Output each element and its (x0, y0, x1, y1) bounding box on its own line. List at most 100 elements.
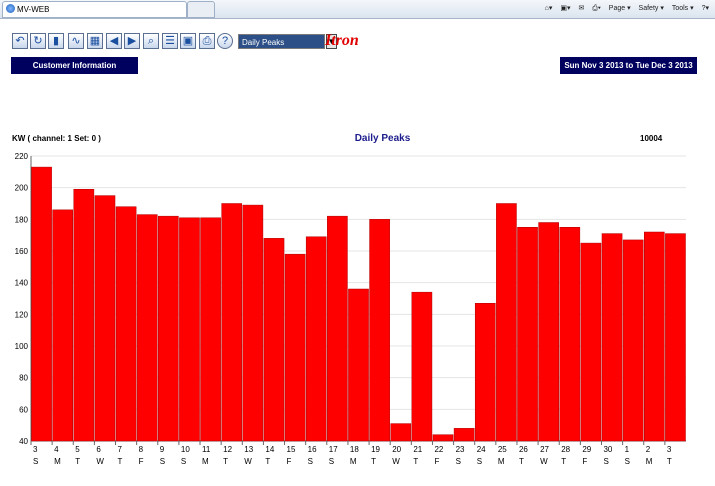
customer-information-button[interactable]: Customer Information (11, 57, 138, 74)
bar (305, 236, 327, 442)
x-weekday-label: W (244, 457, 252, 466)
bar (242, 204, 264, 442)
bar (263, 238, 285, 442)
x-weekday-label: S (603, 457, 608, 466)
feeds-icon[interactable]: ▣▾ (560, 5, 571, 12)
x-weekday-label: T (223, 457, 228, 466)
chart-y-axis-label: KW ( channel: 1 Set: 0 ) (12, 134, 101, 143)
x-tick-label: 6 (96, 445, 101, 454)
x-tick-label: 17 (329, 445, 338, 454)
x-weekday-label: S (308, 457, 313, 466)
home-icon[interactable]: ⌂▾ (544, 5, 553, 12)
x-weekday-label: S (160, 457, 165, 466)
x-weekday-label: T (118, 457, 123, 466)
x-tick-label: 23 (456, 445, 465, 454)
bar (369, 219, 390, 442)
daily-peaks-chart: 4060801001201401601802002203S4M5T6W7T8F9… (15, 152, 686, 466)
x-tick-label: 19 (371, 445, 380, 454)
x-weekday-label: T (519, 457, 524, 466)
date-range-label: Sun Nov 3 2013 to Tue Dec 3 2013 (560, 57, 697, 74)
x-weekday-label: T (371, 457, 376, 466)
x-weekday-label: S (477, 457, 482, 466)
back-arrow-icon[interactable]: ◀ (106, 33, 122, 49)
bar (411, 291, 433, 442)
bar (559, 227, 581, 442)
bar (158, 215, 179, 442)
y-tick-label: 180 (15, 215, 29, 224)
x-weekday-label: M (498, 457, 505, 466)
x-tick-label: 3 (33, 445, 38, 454)
x-tick-label: 2 (646, 445, 651, 454)
x-weekday-label: W (392, 457, 400, 466)
profile-select[interactable]: Daily Peaks (238, 34, 325, 49)
grid-icon[interactable]: ▦ (87, 33, 103, 49)
x-tick-label: 1 (625, 445, 630, 454)
x-weekday-label: F (139, 457, 144, 466)
x-tick-label: 4 (54, 445, 59, 454)
x-weekday-label: T (413, 457, 418, 466)
y-tick-label: 120 (15, 310, 29, 319)
bar (453, 428, 475, 442)
mail-icon[interactable]: ✉ (578, 5, 585, 12)
bar (622, 239, 644, 442)
x-tick-label: 18 (350, 445, 359, 454)
help-menu-icon[interactable]: ?▾ (701, 5, 709, 12)
x-weekday-label: T (75, 457, 80, 466)
meter-id: 10004 (640, 134, 663, 143)
chevron-down-icon[interactable]: ▼ (326, 34, 337, 49)
help-icon[interactable]: ? (217, 33, 233, 49)
x-weekday-label: S (33, 457, 38, 466)
x-tick-label: 21 (413, 445, 422, 454)
x-tick-label: 12 (223, 445, 232, 454)
safety-menu[interactable]: Safety ▾ (638, 5, 664, 12)
x-tick-label: 13 (244, 445, 253, 454)
line-chart-icon[interactable]: ∿ (68, 33, 84, 49)
x-tick-label: 9 (160, 445, 165, 454)
bar (73, 189, 95, 442)
undo-icon[interactable]: ↶ (12, 33, 28, 49)
x-weekday-label: S (181, 457, 186, 466)
bar (200, 217, 221, 442)
x-tick-label: 8 (139, 445, 144, 454)
print-icon[interactable]: ⎙ (199, 33, 215, 49)
page-menu[interactable]: Page ▾ (608, 5, 631, 12)
bar-chart-icon[interactable]: ▮ (48, 33, 64, 49)
print-menu-icon[interactable]: ⎙▾ (592, 5, 601, 12)
tools-menu[interactable]: Tools ▾ (671, 5, 694, 12)
x-tick-label: 15 (287, 445, 296, 454)
x-weekday-label: M (646, 457, 653, 466)
x-weekday-label: T (265, 457, 270, 466)
x-tick-label: 26 (519, 445, 528, 454)
y-tick-label: 160 (15, 247, 29, 256)
save-icon[interactable]: ▣ (180, 33, 196, 49)
x-weekday-label: F (434, 457, 439, 466)
bar (580, 242, 602, 442)
x-weekday-label: F (582, 457, 587, 466)
x-weekday-label: S (625, 457, 630, 466)
bar (538, 222, 559, 442)
bar (390, 423, 412, 442)
x-weekday-label: F (287, 457, 292, 466)
browser-tab[interactable]: MV-WEB (2, 1, 187, 18)
refresh-icon[interactable]: ↻ (30, 33, 46, 49)
new-tab-button[interactable] (187, 1, 215, 18)
y-tick-label: 60 (19, 405, 28, 414)
x-tick-label: 16 (308, 445, 317, 454)
report-icon[interactable]: ☰ (162, 33, 178, 49)
zoom-icon[interactable]: ⌕ (143, 33, 159, 49)
x-tick-label: 20 (392, 445, 401, 454)
y-tick-label: 80 (19, 374, 28, 383)
x-weekday-label: T (561, 457, 566, 466)
y-tick-label: 200 (15, 184, 29, 193)
itron-logo: Itron (325, 32, 359, 49)
x-weekday-label: M (350, 457, 357, 466)
bar (284, 253, 306, 442)
bar (601, 233, 623, 442)
bar (115, 206, 137, 442)
x-tick-label: 25 (498, 445, 507, 454)
forward-arrow-icon[interactable]: ▶ (124, 33, 140, 49)
bar (517, 227, 538, 442)
bar (348, 288, 369, 442)
y-tick-label: 220 (15, 152, 29, 161)
x-tick-label: 22 (434, 445, 443, 454)
